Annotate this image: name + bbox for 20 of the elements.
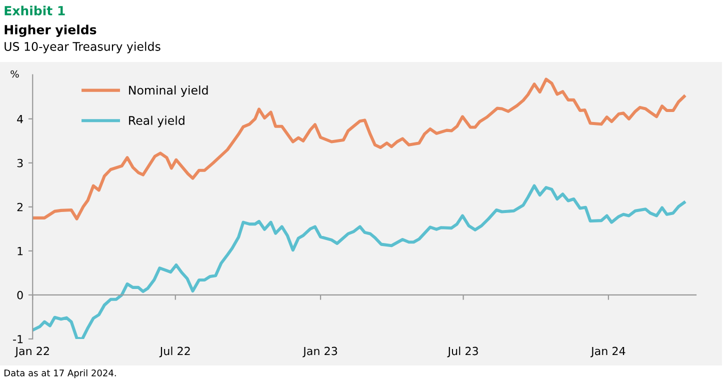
y-tick-label: 4 [17,114,23,124]
text: Exhibit 1 [4,6,65,16]
legend-label: Nominal yield [129,85,208,97]
x-tick-label: Jul 22 [159,346,190,358]
y-tick-label: -1 [13,335,23,344]
y-tick-label: 2 [17,202,22,212]
text: Data as at 17 April 2024. [4,369,116,378]
y-axis-title: % [10,70,19,78]
chart-subtitle: US 10-year Treasury yields [4,42,160,54]
x-tick-label: Jan 24 [590,346,626,358]
legend-label: Real yield [129,116,184,128]
y-tick-label: 1 [18,247,23,256]
x-tick-label: Jan 22 [14,346,49,358]
y-tick-label: 0 [17,290,23,300]
chart-title: Higher yields [4,24,96,37]
line-series [32,78,686,220]
x-tick-label: Jul 23 [447,346,478,358]
y-tick-label: 3 [17,158,23,168]
line-series [32,184,686,339]
x-tick-label: Jan 23 [302,346,338,358]
